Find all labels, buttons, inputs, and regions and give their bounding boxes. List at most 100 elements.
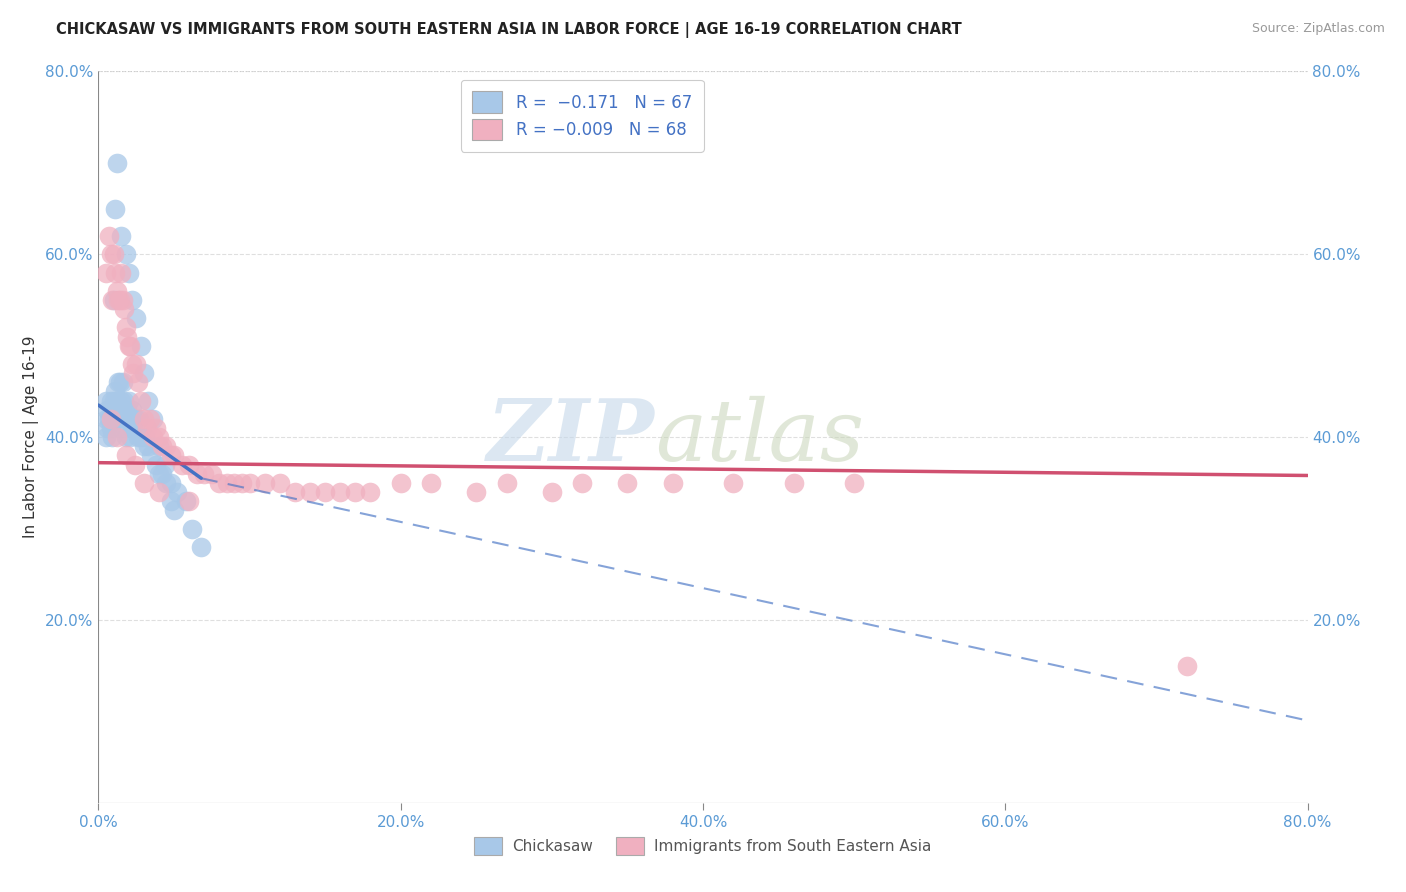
Point bbox=[122, 421, 145, 435]
Text: atlas: atlas bbox=[655, 396, 863, 478]
Point bbox=[132, 439, 155, 453]
Point bbox=[101, 430, 124, 444]
Text: Source: ZipAtlas.com: Source: ZipAtlas.com bbox=[1251, 22, 1385, 36]
Point bbox=[103, 412, 125, 426]
Point bbox=[844, 475, 866, 490]
Point bbox=[215, 475, 238, 490]
Point bbox=[112, 301, 135, 317]
Point bbox=[145, 458, 167, 472]
Point bbox=[100, 421, 122, 435]
Point bbox=[105, 430, 128, 444]
Point bbox=[150, 439, 173, 453]
Point bbox=[231, 475, 253, 490]
Point bbox=[129, 393, 152, 408]
Point bbox=[104, 384, 127, 399]
Point bbox=[118, 412, 141, 426]
Point bbox=[120, 430, 142, 444]
Point bbox=[129, 338, 152, 352]
Point bbox=[174, 494, 197, 508]
Point bbox=[94, 266, 117, 280]
Point bbox=[100, 247, 122, 261]
Point bbox=[179, 458, 201, 472]
Point bbox=[103, 247, 125, 261]
Point bbox=[170, 458, 193, 472]
Point bbox=[114, 430, 136, 444]
Point bbox=[125, 412, 148, 426]
Point bbox=[389, 475, 412, 490]
Point bbox=[121, 421, 143, 435]
Point bbox=[114, 320, 136, 334]
Point bbox=[148, 467, 170, 481]
Point bbox=[101, 402, 124, 417]
Point bbox=[107, 402, 129, 417]
Point bbox=[115, 402, 138, 417]
Point bbox=[118, 393, 141, 408]
Point bbox=[107, 375, 129, 389]
Point bbox=[134, 430, 156, 444]
Point bbox=[122, 366, 145, 380]
Point bbox=[224, 475, 246, 490]
Point bbox=[104, 412, 127, 426]
Text: ZIP: ZIP bbox=[486, 395, 655, 479]
Point bbox=[181, 521, 204, 535]
Point bbox=[465, 485, 488, 500]
Y-axis label: In Labor Force | Age 16-19: In Labor Force | Age 16-19 bbox=[22, 335, 39, 539]
Point bbox=[540, 485, 562, 500]
Point bbox=[118, 266, 141, 280]
Point bbox=[98, 412, 121, 426]
Point bbox=[163, 448, 186, 462]
Point bbox=[101, 293, 124, 307]
Point bbox=[253, 475, 276, 490]
Point bbox=[124, 458, 146, 472]
Point bbox=[344, 485, 367, 500]
Point bbox=[284, 485, 307, 500]
Point bbox=[148, 430, 170, 444]
Point bbox=[129, 430, 152, 444]
Point bbox=[148, 485, 170, 500]
Point bbox=[105, 412, 128, 426]
Point bbox=[121, 293, 143, 307]
Point bbox=[110, 393, 132, 408]
Point bbox=[108, 402, 131, 417]
Point bbox=[142, 412, 165, 426]
Point bbox=[723, 475, 745, 490]
Point bbox=[100, 412, 122, 426]
Point bbox=[155, 439, 177, 453]
Point bbox=[208, 475, 231, 490]
Point bbox=[103, 293, 125, 307]
Point bbox=[105, 284, 128, 298]
Point bbox=[150, 467, 173, 481]
Point bbox=[153, 458, 176, 472]
Point bbox=[110, 229, 132, 244]
Point bbox=[94, 412, 117, 426]
Point bbox=[186, 467, 208, 481]
Point bbox=[201, 467, 224, 481]
Point bbox=[94, 430, 117, 444]
Point bbox=[179, 494, 201, 508]
Point bbox=[160, 448, 183, 462]
Point bbox=[127, 375, 149, 389]
Point bbox=[118, 338, 141, 352]
Point bbox=[111, 293, 134, 307]
Point bbox=[136, 393, 159, 408]
Point bbox=[127, 430, 149, 444]
Point bbox=[163, 503, 186, 517]
Point bbox=[661, 475, 683, 490]
Point bbox=[96, 421, 118, 435]
Point bbox=[108, 375, 131, 389]
Point bbox=[110, 266, 132, 280]
Point bbox=[495, 475, 517, 490]
Point bbox=[112, 393, 135, 408]
Point bbox=[571, 475, 593, 490]
Point bbox=[132, 475, 155, 490]
Point bbox=[132, 366, 155, 380]
Point bbox=[136, 439, 159, 453]
Point bbox=[114, 247, 136, 261]
Point bbox=[420, 475, 443, 490]
Point bbox=[193, 467, 215, 481]
Point bbox=[314, 485, 336, 500]
Point bbox=[107, 293, 129, 307]
Point bbox=[111, 375, 134, 389]
Point bbox=[120, 338, 142, 352]
Point bbox=[139, 412, 162, 426]
